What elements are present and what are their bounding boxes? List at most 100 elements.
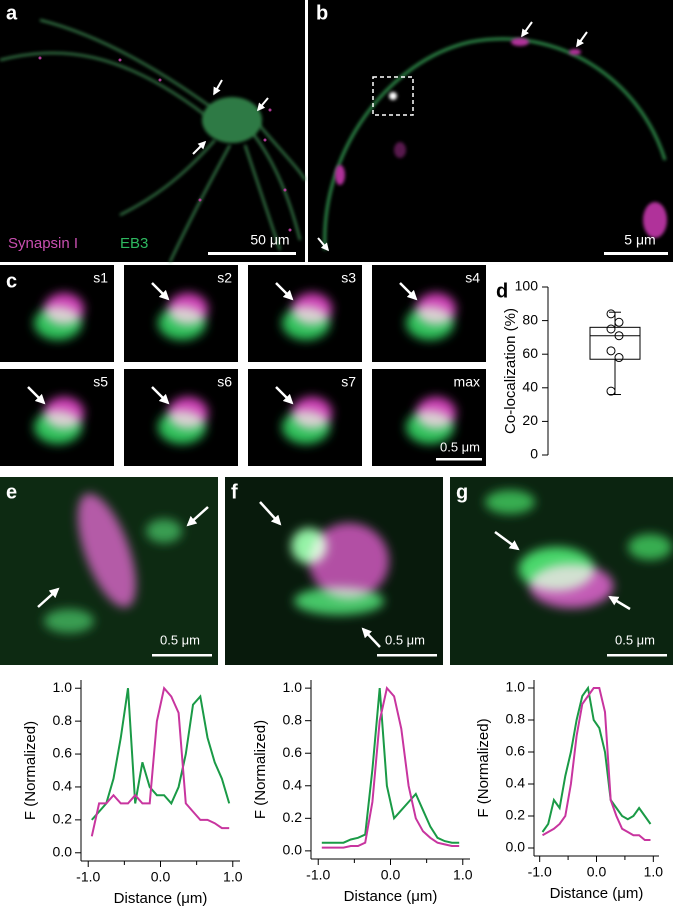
image-bg — [0, 0, 305, 262]
data-point — [606, 309, 616, 319]
arrow — [151, 386, 170, 405]
x-tick-label: -1.0 — [76, 869, 100, 885]
y-tick-label: 0.4 — [506, 775, 526, 791]
scale-bar-label: 0.5 μm — [615, 632, 655, 647]
y-tick-label: 0.2 — [283, 809, 303, 825]
y-tick-label: 0 — [530, 446, 538, 462]
y-axis-label: F (Normalized) — [22, 721, 39, 820]
tile-label: s5 — [93, 374, 108, 390]
image-bg — [308, 0, 673, 262]
green-blob — [294, 587, 384, 615]
data-point — [614, 331, 624, 341]
panels-efg: e 0.5 μm f 0.5 μm g 0.5 μm — [0, 477, 673, 665]
x-tick-label: 0.0 — [381, 867, 401, 883]
data-point — [614, 317, 624, 327]
y-tick-label: 100 — [515, 278, 539, 294]
y-tick-label: 0.8 — [506, 711, 526, 727]
x-axis-label: Distance (μm) — [344, 888, 438, 905]
soma — [202, 97, 262, 143]
arrow — [275, 282, 294, 301]
green-blob — [146, 519, 182, 543]
scale-bar — [208, 252, 296, 255]
channel-label: Synapsin I — [8, 235, 78, 252]
bouton — [389, 92, 397, 100]
x-tick-label: 1.0 — [223, 869, 243, 885]
magenta-blob — [44, 397, 84, 429]
magenta-blob — [168, 293, 208, 325]
panel-a: a Synapsin I EB3 50 μm — [0, 0, 306, 263]
tile-label: s6 — [217, 374, 232, 390]
y-tick-label: 0.6 — [283, 744, 303, 760]
scale-bar-label: 0.5 μm — [440, 439, 480, 454]
arrows — [192, 79, 269, 155]
magenta-blob — [309, 523, 389, 599]
x-tick-label: 1.0 — [644, 864, 664, 880]
y-tick-label: 1.0 — [53, 679, 73, 695]
panel-letter: f — [231, 481, 238, 503]
data-point — [606, 324, 616, 334]
y-tick-label: 1.0 — [506, 679, 526, 695]
x-axis-label: Distance (μm) — [114, 890, 208, 907]
y-tick-label: 20 — [522, 412, 538, 428]
arrow — [608, 595, 631, 611]
y-axis-label: Co-localization (%) — [502, 308, 519, 434]
data-point — [614, 353, 624, 363]
scale-bar-label: 0.5 μm — [385, 632, 425, 647]
arrow — [259, 501, 282, 526]
panel-letter: g — [456, 481, 468, 503]
tile-label: s4 — [465, 270, 480, 286]
data-line — [321, 685, 460, 849]
data-line — [321, 688, 460, 844]
magenta-blob — [416, 293, 456, 325]
y-tick-label: 1.0 — [283, 679, 303, 695]
green-blob — [291, 528, 327, 564]
y-axis-label: F (Normalized) — [475, 718, 492, 817]
scale-bar-label: 50 μm — [250, 232, 289, 248]
y-tick-label: 0.6 — [506, 743, 526, 759]
tile-label: s1 — [93, 270, 108, 286]
green-blob — [518, 547, 595, 591]
data-line — [542, 687, 651, 841]
arrow — [275, 386, 294, 405]
magenta-blob — [416, 397, 456, 429]
panel-letter: c — [6, 270, 17, 292]
magenta-blob — [77, 493, 136, 608]
panel-b: b 5 μm — [308, 0, 673, 262]
tile-label: s2 — [217, 270, 232, 286]
panel-letter: e — [6, 481, 17, 503]
x-tick-label: -1.0 — [528, 864, 552, 880]
y-axis-label: F (Normalized) — [252, 720, 269, 819]
x-tick-label: 1.0 — [453, 867, 473, 883]
channel-label: EB3 — [120, 235, 148, 252]
membrane — [323, 37, 667, 251]
panel-c: s1 s2 s3 s4 s5 s6 s7 max 0.5 μm — [0, 265, 486, 466]
puncta — [38, 56, 292, 232]
y-tick-label: 0.0 — [283, 842, 303, 858]
y-tick-label: 0.4 — [283, 776, 303, 792]
scale-bar — [604, 252, 668, 255]
y-tick-label: 0.8 — [283, 711, 303, 727]
data-line — [541, 685, 652, 833]
tile-label: max — [454, 374, 480, 390]
y-tick-label: 40 — [522, 379, 538, 395]
scale-bar — [607, 654, 667, 657]
scale-bar — [152, 654, 212, 657]
arrow — [494, 530, 520, 551]
green-blob — [485, 490, 535, 514]
arrow — [151, 282, 170, 301]
panel-letter: d — [496, 280, 508, 302]
tile-label: s7 — [341, 374, 356, 390]
arrows — [317, 21, 588, 252]
x-axis-label: Distance (μm) — [550, 885, 644, 902]
arrow — [186, 506, 209, 527]
data-point — [606, 386, 616, 396]
scale-bar-label: 0.5 μm — [160, 632, 200, 647]
roi-box — [372, 76, 414, 116]
y-tick-label: 0.2 — [53, 811, 73, 827]
x-tick-label: 0.0 — [587, 864, 607, 880]
panel-letter: a — [6, 2, 18, 24]
y-tick-label: 0.4 — [53, 778, 73, 794]
x-tick-label: 0.0 — [151, 869, 171, 885]
magenta-blob — [292, 293, 332, 325]
